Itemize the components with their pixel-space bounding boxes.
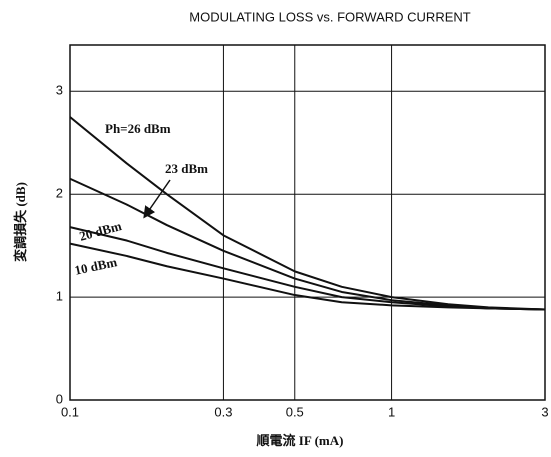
y-axis-label: 変調損失 (dB) [13,182,28,262]
y-tick-label: 3 [56,83,63,98]
series-label: 23 dBm [165,161,208,176]
curve [69,242,546,311]
y-tick-label: 1 [56,289,63,304]
plot-frame [69,44,546,401]
curve [69,116,546,311]
series-label: Ph=26 dBm [105,121,171,136]
x-tick-label: 0.1 [61,404,79,419]
series-label: 20 dBm [78,218,124,244]
x-tick-label: 3 [541,404,548,419]
x-axis-label: 順電流 IF (mA) [257,433,344,448]
x-tick-label: 0.3 [214,404,232,419]
y-tick-label: 0 [56,391,63,406]
x-tick-label: 0.5 [286,404,304,419]
x-tick-label: 1 [388,404,395,419]
series-label: 10 dBm [73,254,118,278]
chart-title: MODULATING LOSS vs. FORWARD CURRENT [189,9,471,24]
label-arrow [143,179,171,219]
y-tick-label: 2 [56,186,63,201]
